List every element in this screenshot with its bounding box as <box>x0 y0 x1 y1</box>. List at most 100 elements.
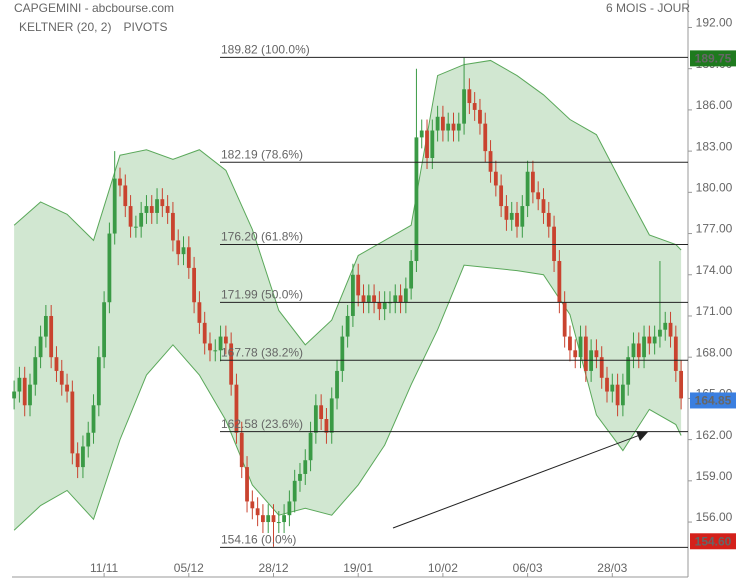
candle-body <box>12 391 17 399</box>
candle-body <box>340 336 345 371</box>
candle-body <box>65 384 69 392</box>
candle-body <box>324 419 329 433</box>
candle-body <box>504 206 509 220</box>
x-tick-label: 19/01 <box>343 561 373 575</box>
candle-body <box>398 295 403 303</box>
candle-body <box>382 302 387 310</box>
candle-body <box>298 473 302 481</box>
candle-body <box>22 377 27 406</box>
candle-body <box>356 274 361 296</box>
y-tick-label: 177.00 <box>696 222 733 236</box>
candle-body <box>679 370 684 399</box>
candle-body <box>102 302 107 358</box>
keltner-upper <box>13 59 682 346</box>
candle-body <box>530 171 535 193</box>
candle-body <box>128 206 133 227</box>
candle-body <box>345 315 350 337</box>
y-tick-label: 156.00 <box>696 510 733 524</box>
candle-body <box>181 247 186 255</box>
candle-body <box>192 267 197 303</box>
candle-body <box>361 295 366 303</box>
candle-body <box>673 336 678 371</box>
fib-label: 162.58 (23.6%) <box>221 417 303 431</box>
candle-body <box>292 480 297 502</box>
candle-body <box>86 432 91 447</box>
candle-body <box>462 89 466 124</box>
trend-arrow-head <box>636 431 648 441</box>
keltner-lower <box>13 264 682 531</box>
candle-body <box>610 384 615 392</box>
candle-body <box>515 212 519 227</box>
candle-body <box>668 322 673 337</box>
candle-body <box>17 377 22 392</box>
candle-body <box>599 357 604 378</box>
y-tick-label: 174.00 <box>696 263 733 277</box>
price-tag-label: 164.85 <box>695 394 732 408</box>
candle-body <box>81 446 85 468</box>
candle-body <box>123 185 128 207</box>
candle-body <box>366 295 371 303</box>
candle-body <box>435 116 440 131</box>
candle-body <box>313 405 318 433</box>
candle-body <box>160 199 165 207</box>
candle-body <box>271 515 276 523</box>
y-tick-label: 168.00 <box>696 345 733 359</box>
candle-body <box>472 103 477 110</box>
candle-body <box>652 336 657 344</box>
candle-body <box>59 370 64 385</box>
candle-body <box>266 515 271 523</box>
fib-label: 171.99 (50.0%) <box>221 288 303 302</box>
price-tag <box>690 50 736 67</box>
candle-body <box>493 171 498 186</box>
candle-body <box>467 89 472 104</box>
candle-body <box>176 240 181 255</box>
candle-body <box>208 343 212 351</box>
y-tick-label: 162.00 <box>696 428 733 442</box>
candle-body <box>234 384 239 433</box>
candle-body <box>118 178 122 186</box>
candle-body <box>483 123 488 152</box>
candle-body <box>525 171 530 207</box>
candle-body <box>499 185 504 207</box>
candle-body <box>75 453 80 468</box>
candle-body <box>49 315 54 358</box>
candle-body <box>308 432 313 461</box>
candle-body <box>28 384 32 406</box>
keltner-band-fill <box>14 60 682 531</box>
plot-area <box>12 57 684 547</box>
candle-body <box>245 467 249 502</box>
candle-body <box>276 522 281 524</box>
fib-label: 176.20 (61.8%) <box>221 230 303 244</box>
candle-body <box>636 343 641 358</box>
candle-body <box>351 274 355 316</box>
candle-body <box>658 329 662 337</box>
x-tick-label: 10/02 <box>428 561 458 575</box>
candle-body <box>509 212 514 220</box>
fib-label: 167.78 (38.2%) <box>221 345 303 359</box>
candle-body <box>197 302 202 323</box>
candle-body <box>255 508 260 516</box>
x-tick-label: 28/12 <box>258 561 288 575</box>
price-tag-label: 154.60 <box>695 534 732 548</box>
candle-body <box>594 350 599 358</box>
y-tick-label: 171.00 <box>696 304 733 318</box>
candle-body <box>165 206 170 213</box>
y-tick-label: 183.00 <box>696 139 733 153</box>
candle-body <box>229 343 234 385</box>
candle-body <box>631 343 636 358</box>
candle-body <box>647 336 652 344</box>
indicator-label: PIVOTS <box>123 20 167 34</box>
candle-body <box>578 336 583 358</box>
candle-body <box>96 357 101 406</box>
y-tick-label: 186.00 <box>696 98 733 112</box>
candle-body <box>377 302 382 310</box>
candle-body <box>409 261 414 289</box>
fib-label: 154.16 (0.0%) <box>221 532 296 546</box>
candle-body <box>372 295 376 303</box>
price-tag <box>690 533 736 550</box>
x-tick-label: 06/03 <box>513 561 543 575</box>
candle-body <box>287 501 292 516</box>
y-tick-label: 192.00 <box>696 16 733 30</box>
